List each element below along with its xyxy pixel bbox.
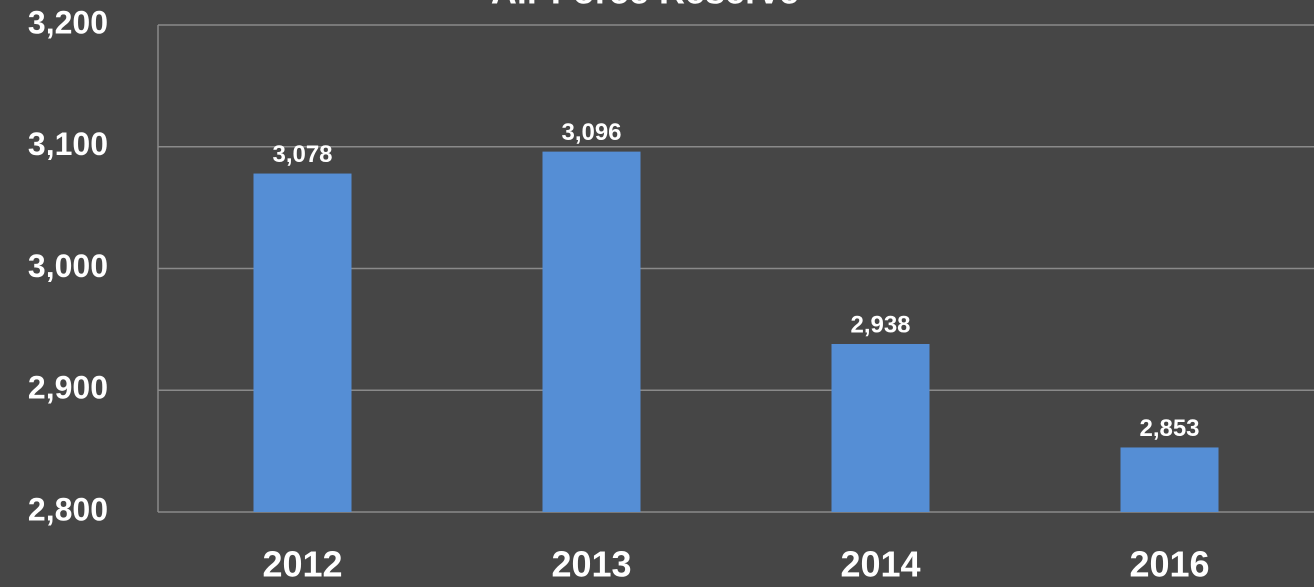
x-tick-label: 2016: [1129, 544, 1209, 585]
data-label: 2,853: [1139, 415, 1199, 442]
y-tick-label: 3,000: [28, 248, 108, 284]
bar: [831, 343, 930, 512]
x-tick-label: 2014: [840, 544, 920, 585]
y-tick-label: 2,900: [28, 370, 108, 406]
data-label: 3,078: [272, 141, 332, 168]
bar: [1120, 447, 1219, 512]
x-tick-label: 2013: [551, 544, 631, 585]
data-label: 2,938: [850, 311, 910, 338]
bar: [253, 173, 352, 512]
chart-title: Air Force Reserve: [491, 0, 799, 12]
y-tick-label: 3,200: [28, 4, 108, 40]
x-tick-label: 2012: [262, 544, 342, 585]
y-tick-label: 3,100: [28, 126, 108, 162]
bar: [542, 151, 641, 512]
data-label: 3,096: [561, 119, 621, 146]
y-tick-label: 2,800: [28, 491, 108, 527]
